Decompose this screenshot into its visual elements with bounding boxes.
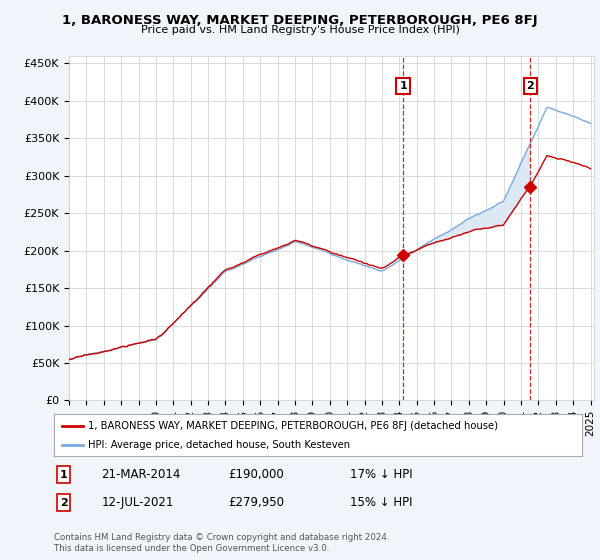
Text: HPI: Average price, detached house, South Kesteven: HPI: Average price, detached house, Sout…	[88, 440, 350, 450]
Text: 15% ↓ HPI: 15% ↓ HPI	[350, 496, 412, 509]
Text: 17% ↓ HPI: 17% ↓ HPI	[350, 468, 412, 481]
Text: 1, BARONESS WAY, MARKET DEEPING, PETERBOROUGH, PE6 8FJ (detached house): 1, BARONESS WAY, MARKET DEEPING, PETERBO…	[88, 421, 499, 431]
Text: 1: 1	[59, 470, 67, 479]
Text: £279,950: £279,950	[228, 496, 284, 509]
Text: 12-JUL-2021: 12-JUL-2021	[101, 496, 174, 509]
Text: Price paid vs. HM Land Registry's House Price Index (HPI): Price paid vs. HM Land Registry's House …	[140, 25, 460, 35]
Text: 1, BARONESS WAY, MARKET DEEPING, PETERBOROUGH, PE6 8FJ: 1, BARONESS WAY, MARKET DEEPING, PETERBO…	[62, 14, 538, 27]
Text: 2: 2	[526, 81, 534, 91]
Text: 1: 1	[399, 81, 407, 91]
Text: Contains HM Land Registry data © Crown copyright and database right 2024.
This d: Contains HM Land Registry data © Crown c…	[54, 533, 389, 553]
Text: 2: 2	[59, 498, 67, 507]
Text: 21-MAR-2014: 21-MAR-2014	[101, 468, 181, 481]
Text: £190,000: £190,000	[228, 468, 284, 481]
